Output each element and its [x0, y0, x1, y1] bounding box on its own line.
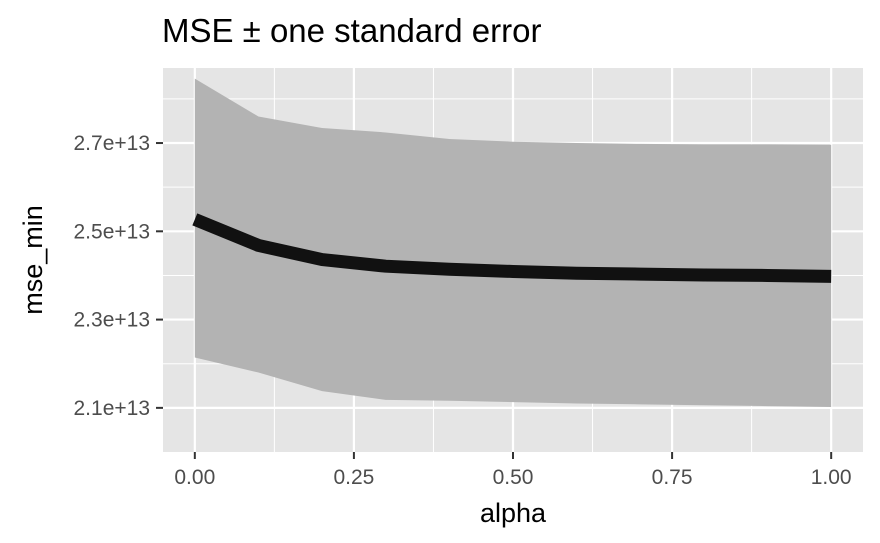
- x-tick-label: 0.75: [652, 466, 693, 489]
- x-tick-label: 0.25: [333, 466, 374, 489]
- y-tick-label: 2.7e+13: [74, 132, 151, 155]
- x-tick-label: 0.50: [493, 466, 534, 489]
- y-axis-title: mse_min: [18, 205, 48, 315]
- mse-line: [192, 213, 832, 283]
- chart-title: MSE ± one standard error: [162, 12, 541, 49]
- x-axis-ticks: 0.00 0.25 0.50 0.75 1.00: [174, 452, 852, 489]
- y-axis-ticks: 2.1e+13 2.3e+13 2.5e+13 2.7e+13: [74, 132, 163, 420]
- x-tick-label: 0.00: [174, 466, 215, 489]
- y-tick-label: 2.1e+13: [74, 397, 151, 420]
- standard-error-ribbon: [194, 78, 832, 407]
- y-tick-label: 2.5e+13: [74, 220, 151, 243]
- y-tick-label: 2.3e+13: [74, 309, 151, 332]
- x-tick-label: 1.00: [811, 466, 852, 489]
- x-axis-title: alpha: [480, 498, 547, 528]
